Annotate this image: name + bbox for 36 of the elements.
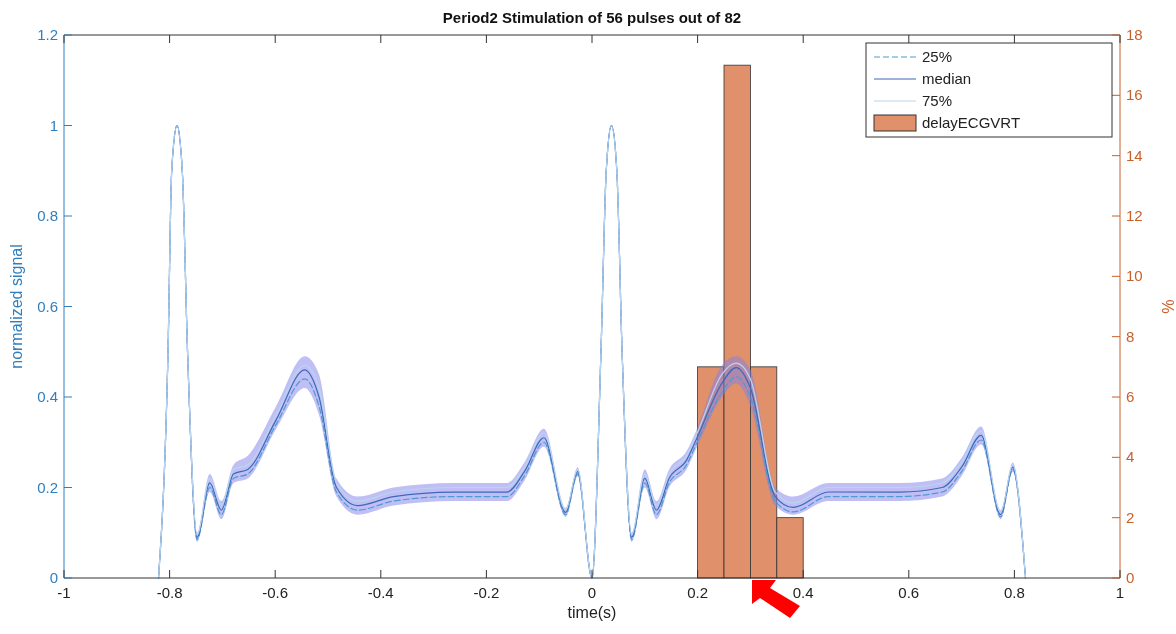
chart-title: Period2 Stimulation of 56 pulses out of 82 [442, 9, 742, 26]
legend-label: median [922, 70, 972, 87]
y2-axis-title: % [1159, 299, 1176, 314]
legend-label: 75% [922, 92, 953, 109]
y2-tick-label: 14 [1126, 146, 1143, 164]
y-tick-label: 0 [49, 569, 58, 586]
x-tick-label: 1 [1115, 584, 1125, 601]
y2-tick-label: 2 [1126, 508, 1135, 526]
x-tick-label: 0.8 [1003, 584, 1025, 601]
y-tick-label: 0.4 [37, 388, 58, 405]
y2-tick-label: 18 [1126, 26, 1143, 43]
y2-tick-label: 12 [1126, 207, 1143, 224]
y-tick-label: 1.2 [37, 26, 58, 43]
y2-tick-label: 0 [1126, 569, 1135, 586]
x-tick-label: 0.2 [687, 584, 709, 601]
y-tick-label: 0.2 [37, 478, 58, 496]
legend-label: delayECGVRT [922, 114, 1021, 131]
y2-tick-label: 16 [1126, 86, 1143, 104]
x-tick-label: -0.8 [156, 584, 183, 601]
y2-tick-label: 10 [1126, 267, 1143, 285]
x-tick-label: 0 [587, 584, 597, 601]
y2-tick-label: 4 [1126, 448, 1135, 466]
x-tick-label: 0.6 [898, 584, 920, 601]
y2-tick-label: 8 [1126, 327, 1135, 345]
x-tick-label: -0.6 [262, 584, 289, 601]
y-tick-label: 1 [49, 116, 58, 134]
y-tick-label: 0.8 [37, 207, 58, 224]
x-tick-label: -1 [57, 584, 71, 601]
y-tick-label: 0.6 [37, 297, 58, 315]
x-tick-label: -0.4 [367, 584, 394, 601]
y-axis-title: normalized signal [8, 244, 25, 369]
x-tick-label: 0.4 [792, 584, 814, 601]
y2-tick-label: 6 [1126, 388, 1135, 405]
legend-label: 25% [922, 48, 953, 65]
x-axis-title: time(s) [567, 604, 617, 621]
x-tick-label: -0.2 [473, 584, 500, 601]
